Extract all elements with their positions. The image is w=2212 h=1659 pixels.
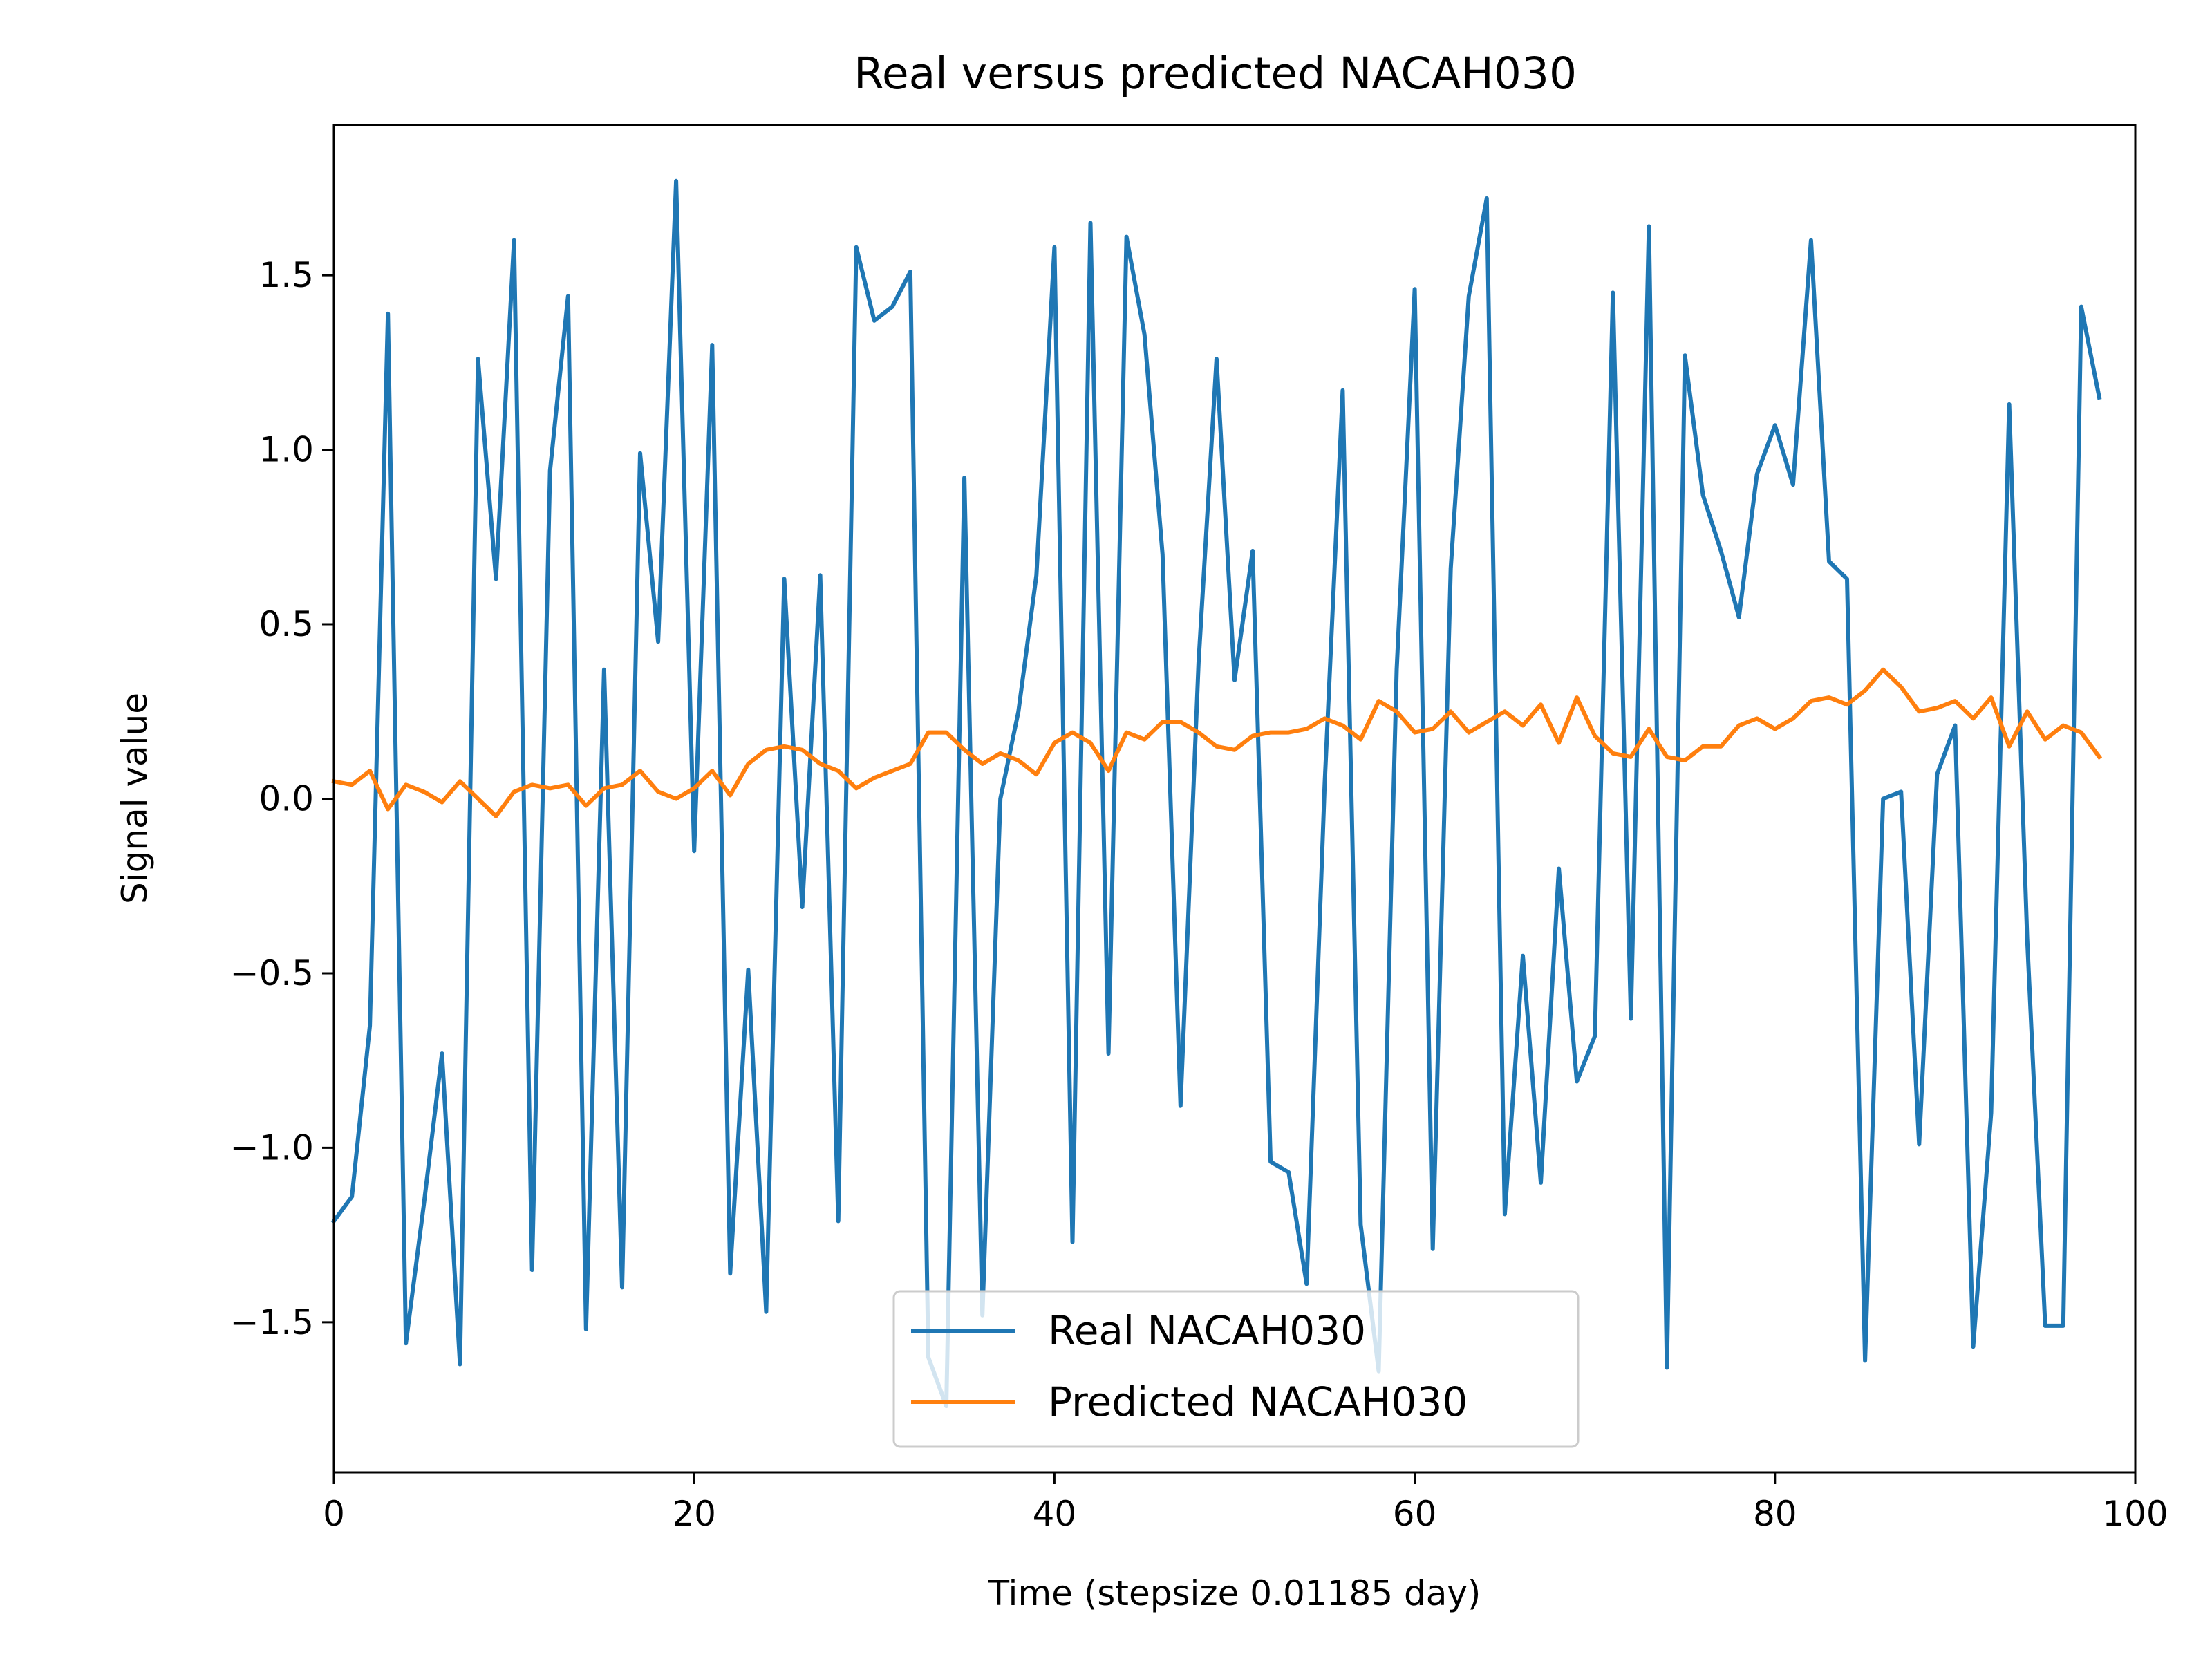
- legend-label-predicted: Predicted NACAH030: [1048, 1378, 1468, 1425]
- y-tick-label: −1.0: [230, 1127, 314, 1168]
- legend-label-real: Real NACAH030: [1048, 1307, 1366, 1354]
- plot-area: [334, 125, 2135, 1472]
- x-tick-label: 60: [1393, 1494, 1437, 1534]
- ticks-layer: 0 20 40 60 80 100 −1.5 −1.0 −0.5 0.0 0.5 1.0 1.5: [230, 255, 2168, 1534]
- x-tick-label: 40: [1033, 1494, 1077, 1534]
- series-layer: [330, 178, 2103, 1409]
- y-tick-label: 1.0: [259, 430, 314, 470]
- x-tick-label: 80: [1753, 1494, 1797, 1534]
- y-tick-label: 1.5: [259, 255, 314, 295]
- x-tick-label: 0: [323, 1494, 345, 1534]
- legend-box: [892, 1290, 1580, 1448]
- y-tick-label: 0.5: [259, 604, 314, 644]
- x-tick-label: 100: [2102, 1494, 2168, 1534]
- y-tick-label: −0.5: [230, 953, 314, 993]
- series-line-real: [330, 178, 2102, 1409]
- legend: Real NACAH030 Predicted NACAH030: [892, 1290, 1580, 1448]
- plot-frame: [332, 124, 2137, 1474]
- y-tick-label: −1.5: [230, 1302, 314, 1342]
- x-tick-label: 20: [672, 1494, 716, 1534]
- y-tick-label: 0.0: [259, 779, 314, 819]
- x-axis-label: Time (stepsize 0.01185 day): [988, 1573, 1481, 1613]
- y-axis-label: Signal value: [115, 693, 155, 904]
- chart-title: Real versus predicted NACAH030: [854, 48, 1577, 99]
- series-line-predicted: [331, 667, 2103, 818]
